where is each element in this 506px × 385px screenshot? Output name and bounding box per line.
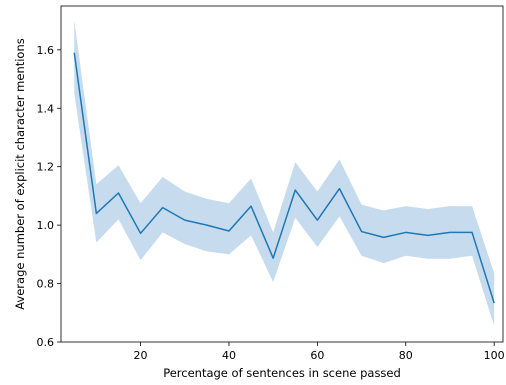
x-tick-label: 60 (310, 349, 324, 362)
plot-background (61, 6, 503, 342)
y-axis-label: Average number of explicit character men… (13, 38, 27, 310)
x-axis: 20 40 60 80 100 (134, 342, 505, 362)
y-axis: 0.6 0.8 1.0 1.2 1.4 1.6 (37, 44, 61, 349)
y-tick-label: 1.4 (37, 102, 55, 115)
y-tick-label: 1.0 (37, 219, 55, 232)
x-tick-label: 40 (222, 349, 236, 362)
x-axis-label: Percentage of sentences in scene passed (163, 366, 401, 380)
series-line (73, 52, 495, 304)
x-tick-label: 20 (134, 349, 148, 362)
y-tick-label: 1.6 (37, 44, 55, 57)
x-tick-label: 100 (484, 349, 505, 362)
plot-frame (60, 5, 504, 343)
y-tick-label: 1.2 (37, 161, 55, 174)
confidence-band (74, 20, 495, 326)
y-tick-label: 0.6 (37, 336, 55, 349)
x-tick-label: 80 (399, 349, 413, 362)
y-tick-label: 0.8 (37, 278, 55, 291)
